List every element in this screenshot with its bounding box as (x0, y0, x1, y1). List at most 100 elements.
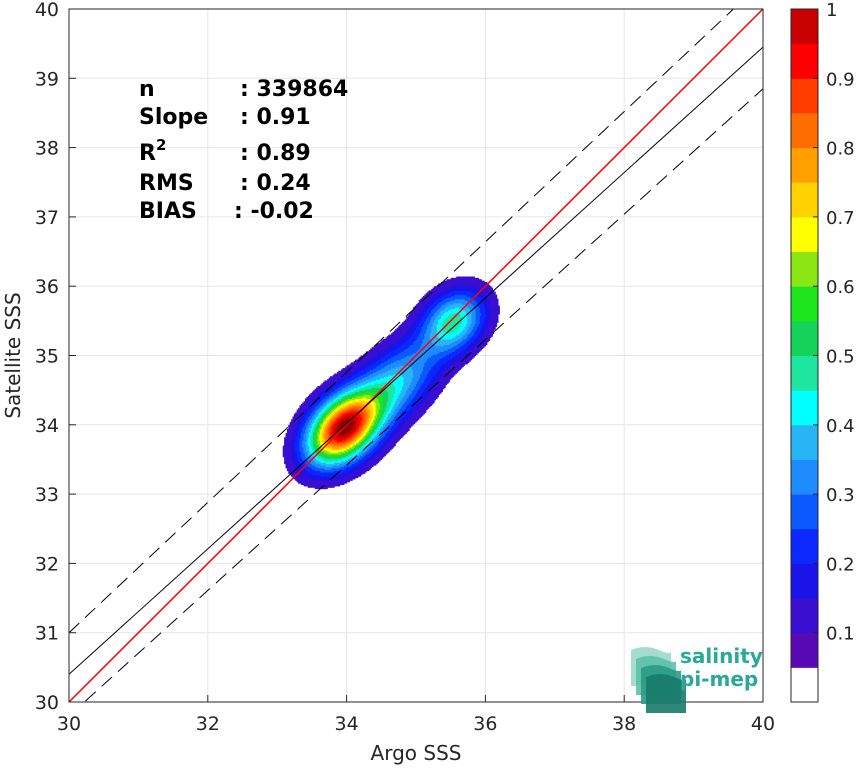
density-cell (289, 434, 292, 437)
density-cell (289, 463, 292, 466)
density-cell (324, 394, 327, 397)
density-cell (310, 395, 313, 398)
density-cell (307, 430, 310, 433)
density-cell (300, 434, 303, 437)
density-cell (327, 471, 330, 474)
density-cell (288, 438, 291, 441)
density-cell (304, 398, 307, 401)
density-cell (306, 459, 309, 462)
density-cell (302, 424, 305, 427)
density-cell (324, 430, 327, 433)
density-cell (304, 476, 307, 479)
density-cell (291, 440, 294, 443)
density-cell (300, 423, 303, 426)
density-cell (304, 437, 307, 440)
density-cell (296, 442, 299, 445)
density-cell (292, 423, 295, 426)
density-cell (324, 433, 327, 436)
density-cell (289, 441, 292, 444)
density-cell (321, 431, 324, 434)
density-cell (311, 437, 314, 440)
density-cell (323, 395, 325, 398)
density-cell (320, 412, 323, 415)
density-cell (314, 424, 317, 427)
density-cell (318, 431, 321, 434)
density-cell (310, 433, 313, 436)
density-cell (324, 473, 327, 476)
density-cell (291, 419, 294, 422)
density-cell (327, 456, 330, 459)
density-cell (317, 427, 320, 430)
density-cell (310, 484, 313, 487)
density-cell (320, 456, 323, 459)
density-cell (304, 483, 307, 485)
density-cell (316, 415, 319, 418)
density-cell (313, 471, 316, 474)
density-cell (314, 427, 317, 430)
density-cell (299, 438, 302, 441)
density-cell (325, 430, 328, 433)
density-cell (321, 416, 324, 419)
density-cell (321, 398, 324, 401)
density-cell (295, 455, 298, 458)
density-cell (288, 464, 291, 467)
density-cell (299, 410, 302, 413)
density-cell (298, 469, 301, 472)
density-cell (299, 466, 302, 469)
density-cell (314, 428, 317, 431)
density-cell (293, 456, 296, 459)
density-cell (295, 426, 298, 429)
density-cell (295, 478, 298, 481)
density-cell (302, 476, 305, 479)
density-cell (317, 406, 320, 409)
density-cell (299, 408, 302, 411)
density-cell (325, 446, 328, 449)
density-cell (295, 413, 298, 416)
density-cell (313, 423, 316, 426)
density-cell (321, 481, 324, 484)
density-cell (309, 408, 312, 411)
density-cell (303, 456, 306, 459)
density-cell (309, 422, 312, 425)
density-cell (325, 449, 328, 452)
density-cell (313, 424, 316, 427)
density-cell (292, 471, 295, 474)
density-cell (316, 455, 319, 458)
density-cell (316, 463, 319, 466)
density-cell (299, 441, 302, 444)
density-cell (300, 453, 303, 456)
density-cell (323, 423, 325, 426)
density-cell (318, 430, 321, 433)
density-cell (307, 401, 310, 404)
density-cell (295, 422, 298, 425)
density-cell (292, 462, 295, 465)
density-cell (307, 471, 310, 474)
density-cell (303, 412, 306, 415)
density-cell (321, 435, 324, 438)
density-cell (325, 453, 328, 456)
density-cell (298, 408, 301, 411)
density-cell (320, 420, 323, 423)
density-cell (310, 431, 313, 434)
density-cell (302, 420, 305, 423)
density-cell (314, 431, 317, 434)
density-cell (298, 478, 301, 481)
density-cell (314, 463, 317, 466)
density-cell (317, 477, 320, 480)
density-cell (302, 406, 305, 409)
density-cell (309, 445, 312, 448)
density-cell (327, 480, 330, 483)
density-cell (288, 466, 291, 469)
density-cell (318, 477, 321, 480)
density-cell (295, 453, 298, 456)
density-cell (291, 442, 294, 445)
density-cell (299, 449, 302, 452)
density-cell (325, 458, 328, 461)
density-cell (324, 484, 327, 487)
density-cell (304, 473, 307, 476)
density-cell (307, 485, 310, 488)
density-cell (325, 462, 328, 465)
density-cell (307, 449, 310, 452)
density-cell (306, 405, 309, 408)
density-cell (314, 423, 317, 426)
